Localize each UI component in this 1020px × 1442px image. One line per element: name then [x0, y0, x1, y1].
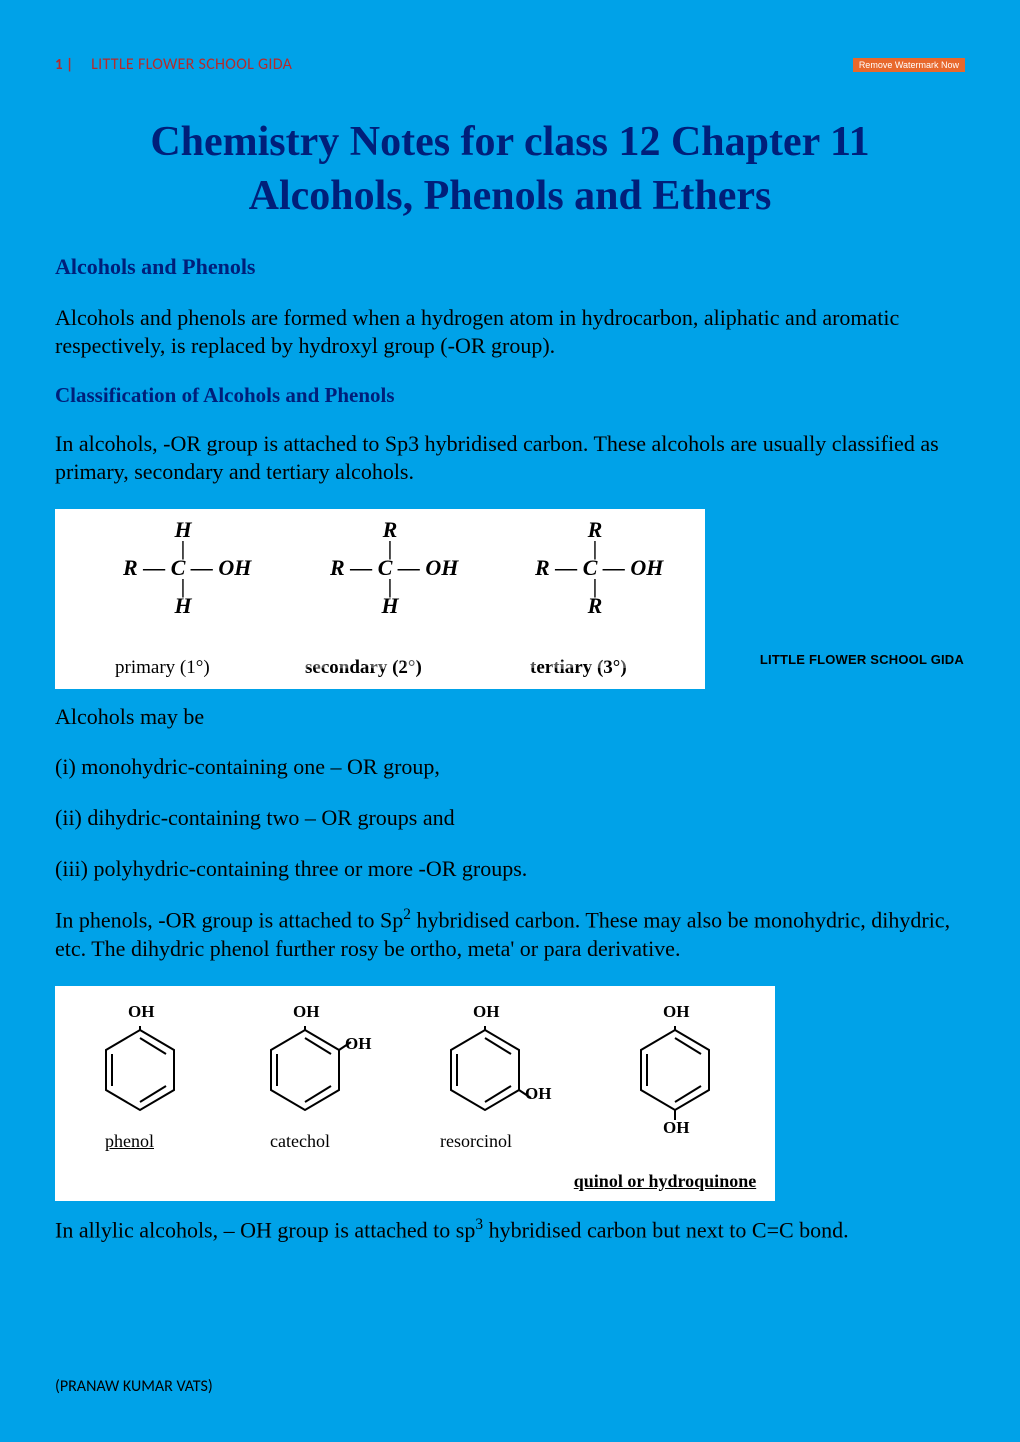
- remove-watermark-button[interactable]: Remove Watermark Now: [853, 58, 965, 72]
- school-name: LITTLE FLOWER SCHOOL GIDA: [91, 55, 292, 74]
- quinol-oh1: OH: [663, 1002, 689, 1022]
- benzene-ring-icon: [445, 1026, 565, 1118]
- resorcinol-oh2: OH: [525, 1084, 551, 1104]
- paragraph-phenols: In phenols, -OR group is attached to Sp2…: [55, 905, 965, 964]
- list-item-iii: (iii) polyhydric-containing three or mor…: [55, 855, 965, 884]
- section-heading: Alcohols and Phenols: [55, 254, 965, 280]
- mol2-label: secondary (2°): [305, 657, 422, 679]
- catechol-label: catechol: [270, 1131, 330, 1152]
- title-line-1: Chemistry Notes for class 12 Chapter 11: [150, 119, 869, 165]
- author-name: (PRANAW KUMAR VATS): [55, 1377, 213, 1396]
- mol3-bot: R: [535, 593, 655, 619]
- mol3-label: tertiary (3°): [530, 657, 627, 679]
- phenol-oh: OH: [128, 1002, 154, 1022]
- quinol-oh2: OH: [663, 1118, 689, 1138]
- mol2-bot: H: [330, 593, 450, 619]
- resorcinol-oh1: OH: [473, 1002, 499, 1022]
- paragraph-allylic: In allylic alcohols, – OH group is attac…: [55, 1215, 965, 1245]
- school-watermark: LITTLE FLOWER SCHOOL GIDA: [760, 652, 964, 667]
- phenol-label: phenol: [105, 1131, 154, 1152]
- page-title: Chemistry Notes for class 12 Chapter 11 …: [55, 116, 965, 224]
- subsection-heading: Classification of Alcohols and Phenols: [55, 383, 965, 408]
- quinol-label: quinol or hydroquinone: [560, 1171, 770, 1192]
- catechol-oh2: OH: [345, 1034, 371, 1054]
- paragraph-classification: In alcohols, -OR group is attached to Sp…: [55, 430, 965, 487]
- resorcinol-label: resorcinol: [440, 1131, 512, 1152]
- alcohol-structure-diagram: H | R — C — OH | H primary (1°) R | R — …: [55, 509, 705, 689]
- mol1-label: primary (1°): [115, 657, 210, 679]
- paragraph-intro: Alcohols and phenols are formed when a h…: [55, 304, 965, 361]
- page-number: 1 |: [55, 56, 73, 74]
- phenol-structure-diagram: OH phenol OH OH catechol OH OH: [55, 986, 775, 1201]
- list-item-ii: (ii) dihydric-containing two – OR groups…: [55, 804, 965, 833]
- benzene-ring-icon: [100, 1026, 180, 1118]
- mol1-bot: H: [123, 593, 243, 619]
- list-item-i: (i) monohydric-containing one – OR group…: [55, 753, 965, 782]
- catechol-oh1: OH: [293, 1002, 319, 1022]
- paragraph-maybe: Alcohols may be: [55, 703, 965, 732]
- title-line-2: Alcohols, Phenols and Ethers: [249, 173, 772, 219]
- header-bar: 1 | LITTLE FLOWER SCHOOL GIDA: [55, 55, 965, 74]
